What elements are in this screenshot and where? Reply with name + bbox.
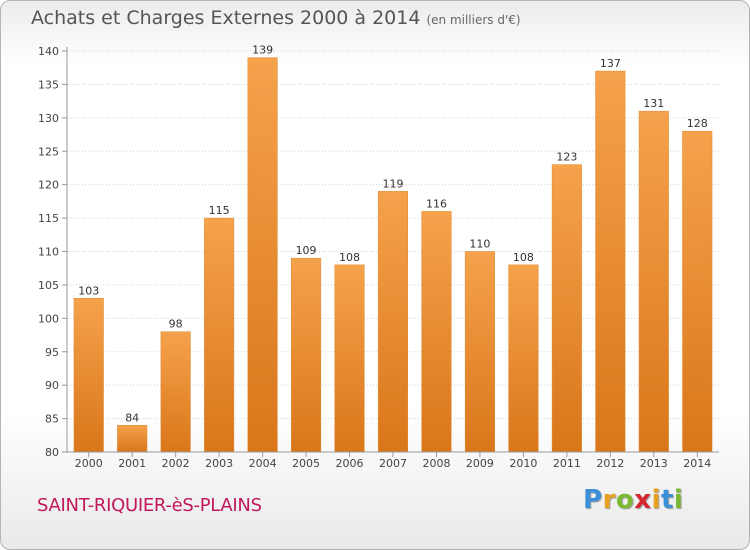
x-tick-label: 2001 — [118, 457, 146, 470]
city-name: SAINT-RIQUIER-èS-PLAINS — [37, 495, 262, 516]
bar — [508, 264, 539, 453]
bar-value-label: 137 — [600, 57, 621, 70]
bar — [334, 264, 365, 453]
y-tick-label: 120 — [38, 179, 59, 192]
y-tick-label: 115 — [38, 212, 59, 225]
chart-title-text: Achats et Charges Externes 2000 à 2014 — [31, 7, 421, 29]
bar-value-label: 108 — [339, 251, 360, 264]
y-tick-label: 110 — [38, 246, 59, 259]
bar — [421, 211, 452, 453]
bar — [291, 257, 322, 453]
x-tick-label: 2005 — [292, 457, 320, 470]
y-tick-label: 105 — [38, 279, 59, 292]
bar — [551, 164, 582, 453]
x-tick-label: 2008 — [422, 457, 450, 470]
x-tick-label: 2003 — [205, 457, 233, 470]
proxiti-logo: Proxiti — [583, 485, 683, 515]
bar — [638, 110, 669, 453]
bar — [73, 298, 104, 453]
bar-value-label: 103 — [78, 284, 99, 297]
x-tick-label: 2004 — [249, 457, 277, 470]
y-tick-label: 90 — [45, 379, 59, 392]
logo-letter: P — [583, 485, 603, 515]
x-tick-label: 2009 — [466, 457, 494, 470]
bar-value-label: 123 — [556, 151, 577, 164]
bar-value-label: 128 — [687, 117, 708, 130]
bar-value-label: 116 — [426, 197, 447, 210]
y-tick-label: 135 — [38, 78, 59, 91]
bar — [204, 217, 235, 453]
bar — [682, 130, 713, 453]
axes — [62, 47, 719, 457]
bar — [595, 70, 626, 453]
logo-letter: x — [634, 485, 652, 515]
logo-letter: t — [660, 485, 674, 515]
bar — [464, 251, 495, 453]
bar — [247, 57, 278, 453]
bar-value-label: 84 — [125, 411, 139, 424]
bar-value-label: 108 — [513, 251, 534, 264]
bar — [160, 331, 191, 453]
x-tick-label: 2011 — [553, 457, 581, 470]
bar-value-label: 119 — [383, 177, 404, 190]
x-tick-label: 2006 — [336, 457, 364, 470]
y-tick-label: 80 — [45, 446, 59, 459]
bars — [73, 57, 713, 453]
y-tick-label: 130 — [38, 112, 59, 125]
bar-value-label: 131 — [643, 97, 664, 110]
logo-letter: r — [602, 485, 616, 515]
x-tick-label: 2012 — [596, 457, 624, 470]
logo-letter: i — [651, 485, 661, 515]
labels: 80 85 90 95 100 105 110 115 120 125 130 135 140 103 20… — [38, 44, 711, 470]
y-tick-label: 85 — [45, 413, 59, 426]
x-tick-label: 2010 — [509, 457, 537, 470]
bar — [377, 191, 409, 453]
x-tick-label: 2002 — [162, 457, 190, 470]
y-tick-label: 95 — [45, 346, 59, 359]
bar-value-label: 115 — [209, 204, 230, 217]
x-tick-label: 2014 — [683, 457, 711, 470]
bar — [117, 425, 148, 453]
x-tick-label: 2007 — [379, 457, 407, 470]
y-tick-label: 125 — [38, 145, 59, 158]
bar-value-label: 98 — [169, 318, 183, 331]
chart-title: Achats et Charges Externes 2000 à 2014 (e… — [31, 7, 521, 29]
chart-unit: (en milliers d'€) — [426, 13, 521, 27]
y-tick-label: 140 — [38, 45, 59, 58]
bar-value-label: 110 — [469, 238, 490, 251]
y-tick-label: 100 — [38, 312, 59, 325]
x-tick-label: 2013 — [640, 457, 668, 470]
x-tick-label: 2000 — [75, 457, 103, 470]
logo-letter: i — [673, 485, 684, 515]
bar-value-label: 109 — [296, 244, 317, 257]
bar-value-label: 139 — [252, 44, 273, 57]
logo-letter: o — [615, 485, 635, 515]
